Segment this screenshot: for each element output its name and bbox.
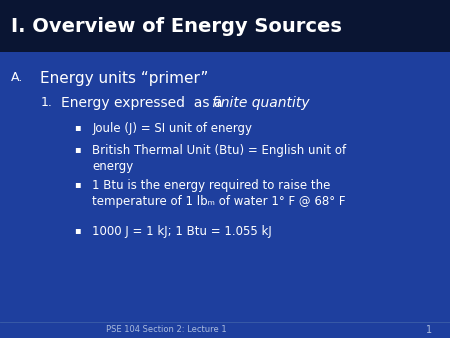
Text: I. Overview of Energy Sources: I. Overview of Energy Sources	[11, 17, 342, 35]
Text: ▪: ▪	[74, 179, 81, 189]
Text: 1: 1	[426, 325, 432, 335]
Text: 1 Btu is the energy required to raise the
temperature of 1 lbₘ of water 1° F @ 6: 1 Btu is the energy required to raise th…	[92, 179, 346, 208]
Text: Joule (J) = SI unit of energy: Joule (J) = SI unit of energy	[92, 122, 252, 135]
Text: PSE 104 Section 2: Lecture 1: PSE 104 Section 2: Lecture 1	[106, 325, 227, 334]
Text: finite quantity: finite quantity	[212, 96, 309, 110]
Text: ▪: ▪	[74, 144, 81, 154]
Text: 1.: 1.	[40, 96, 52, 109]
Text: British Thermal Unit (Btu) = English unit of
energy: British Thermal Unit (Btu) = English uni…	[92, 144, 346, 173]
Text: ▪: ▪	[74, 122, 81, 132]
Text: Energy expressed  as a: Energy expressed as a	[61, 96, 227, 110]
Text: 1000 J = 1 kJ; 1 Btu = 1.055 kJ: 1000 J = 1 kJ; 1 Btu = 1.055 kJ	[92, 225, 272, 238]
Text: ▪: ▪	[74, 225, 81, 236]
Text: A.: A.	[11, 71, 23, 84]
Text: Energy units “primer”: Energy units “primer”	[40, 71, 209, 86]
Bar	[0, 0, 450, 52]
